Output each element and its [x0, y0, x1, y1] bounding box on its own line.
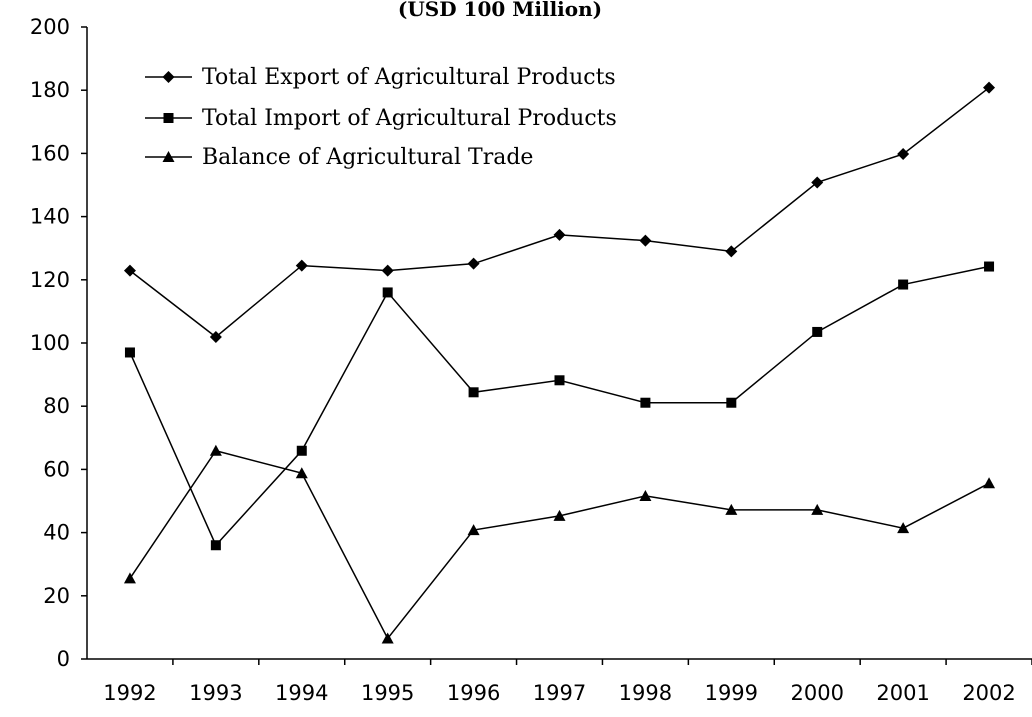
legend-item: Total Import of Agricultural Products	[145, 106, 617, 131]
triangle-point	[467, 524, 480, 536]
x-tick-label: 2000	[791, 681, 844, 705]
diamond-point	[725, 245, 738, 258]
y-tick-label: 20	[43, 584, 70, 608]
diamond-point	[209, 330, 222, 343]
diamond-point	[467, 257, 480, 270]
legend-label: Balance of Agricultural Trade	[202, 145, 533, 170]
series-line	[129, 265, 990, 547]
square-point	[812, 326, 823, 337]
series-1	[123, 81, 996, 343]
triangle-point	[381, 632, 394, 644]
diamond-point	[897, 148, 910, 161]
triangle-point	[295, 467, 308, 479]
legend-label: Total Export of Agricultural Products	[202, 65, 616, 90]
series-3	[123, 444, 996, 644]
y-tick-label: 120	[30, 268, 70, 292]
chart-title: (USD 100 Million)	[398, 0, 602, 21]
x-tick-label: 2001	[876, 681, 929, 705]
diamond-point	[381, 264, 394, 277]
legend-label: Total Import of Agricultural Products	[202, 106, 617, 131]
square-point	[468, 387, 479, 398]
x-tick-label: 1998	[619, 681, 672, 705]
y-tick-label: 80	[43, 394, 70, 418]
legend-square-marker	[163, 113, 174, 123]
y-tick-label: 60	[43, 457, 70, 481]
diamond-point	[811, 176, 824, 189]
square-point	[296, 445, 307, 456]
y-tick-label: 0	[57, 647, 70, 671]
square-point	[984, 261, 995, 272]
y-tick-label: 200	[30, 15, 70, 39]
y-tick-label: 180	[30, 78, 70, 102]
y-tick-label: 40	[43, 521, 70, 545]
square-point	[554, 375, 565, 386]
square-point	[124, 347, 135, 358]
diamond-point	[983, 81, 996, 94]
series-layer	[123, 81, 996, 644]
x-tick-label: 1997	[533, 681, 586, 705]
y-tick-label: 160	[30, 141, 70, 165]
triangle-point	[897, 522, 910, 534]
legend: Total Export of Agricultural Products Tot…	[145, 65, 617, 170]
triangle-point	[811, 503, 824, 515]
series-2	[124, 261, 995, 551]
legend-item: Balance of Agricultural Trade	[145, 145, 533, 170]
x-tick-label: 2002	[962, 681, 1015, 705]
triangle-point	[209, 444, 222, 456]
square-point	[640, 397, 651, 408]
triangle-point	[123, 572, 136, 584]
axes: 0 20 40 60 80 100 120 140 160 180 200 1992 1993 1994 1…	[30, 15, 1032, 705]
triangle-point	[639, 489, 652, 501]
y-tick-label: 140	[30, 205, 70, 229]
triangle-point	[553, 509, 566, 521]
diamond-point	[295, 259, 308, 272]
x-tick-label: 1995	[361, 681, 414, 705]
diamond-point	[639, 234, 652, 247]
diamond-point	[123, 264, 136, 277]
x-tick-label: 1993	[189, 681, 242, 705]
square-point	[726, 397, 737, 408]
legend-triangle-marker	[162, 151, 175, 162]
triangle-point	[983, 477, 996, 489]
triangle-point	[725, 503, 738, 515]
x-tick-label: 1994	[275, 681, 328, 705]
x-tick-label: 1999	[705, 681, 758, 705]
diamond-point	[553, 228, 566, 241]
square-point	[210, 540, 221, 551]
series-line	[129, 449, 990, 640]
legend-diamond-marker	[162, 71, 175, 83]
y-tick-label: 100	[30, 331, 70, 355]
square-point	[382, 287, 393, 298]
x-tick-label: 1996	[447, 681, 500, 705]
legend-item: Total Export of Agricultural Products	[145, 65, 616, 90]
x-tick-label: 1992	[103, 681, 156, 705]
square-point	[898, 279, 909, 290]
